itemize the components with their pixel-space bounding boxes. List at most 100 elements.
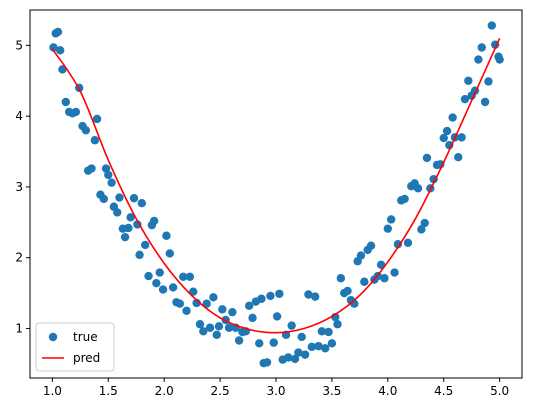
scatter-point	[383, 224, 393, 233]
scatter-point	[178, 272, 188, 281]
scatter-point	[90, 136, 100, 145]
scatter-point	[269, 338, 278, 347]
scatter-point	[205, 323, 215, 332]
scatter-point	[439, 133, 448, 143]
y-tick-label: 4	[15, 109, 23, 123]
scatter-point	[113, 208, 122, 217]
scatter-point	[284, 353, 293, 362]
scatter-point	[195, 320, 205, 329]
legend-label: pred	[73, 351, 100, 365]
scatter-point	[135, 250, 144, 260]
scatter-point	[480, 97, 490, 107]
scatter-point	[189, 287, 198, 296]
legend-label: true	[73, 330, 98, 344]
scatter-point	[460, 94, 470, 104]
scatter-point	[101, 164, 111, 173]
scatter-point	[356, 251, 366, 260]
scatter-point	[140, 240, 150, 250]
scatter-point	[477, 43, 486, 52]
scatter-point	[386, 215, 396, 224]
scatter-point	[262, 358, 272, 367]
scatter-point	[214, 322, 224, 331]
scatter-point	[55, 46, 65, 55]
scatter-point	[272, 312, 282, 321]
x-tick-label: 3.5	[322, 384, 341, 398]
scatter-point	[307, 342, 316, 352]
scatter-point	[71, 107, 81, 117]
y-axis: 1 2 3 4 5	[15, 38, 30, 335]
scatter-point	[417, 225, 426, 234]
scatter-point	[413, 184, 423, 193]
scatter-point	[107, 178, 116, 187]
y-tick-label: 2	[15, 251, 23, 265]
scatter-point	[248, 313, 257, 323]
scatter-point	[422, 153, 432, 163]
scatter-point	[442, 126, 452, 136]
scatter-point	[255, 339, 264, 348]
scatter-point	[464, 76, 473, 85]
scatter-point	[366, 241, 376, 250]
scatter-point	[218, 305, 227, 314]
scatter-point	[133, 220, 142, 229]
scatter-point	[343, 286, 352, 296]
scatter-point	[336, 274, 346, 283]
scatter-point	[212, 330, 221, 340]
plot-area	[49, 21, 504, 368]
scatter-point	[420, 218, 429, 228]
scatter-point	[403, 238, 413, 248]
y-tick-label: 5	[15, 38, 23, 52]
scatter-point	[202, 299, 211, 308]
pred-line	[51, 37, 501, 334]
scatter-point	[92, 114, 102, 124]
x-tick-label: 1.0	[43, 384, 62, 398]
scatter-point	[126, 213, 135, 222]
scatter-point	[448, 113, 457, 122]
scatter-point	[474, 55, 483, 64]
scatter-point	[314, 341, 323, 351]
y-tick-label: 1	[15, 321, 23, 335]
scatter-point	[192, 298, 201, 308]
scatter-point	[155, 268, 164, 277]
scatter-point	[380, 274, 389, 283]
scatter-point	[487, 21, 497, 30]
x-tick-label: 2.0	[155, 384, 174, 398]
scatter-point	[224, 323, 234, 332]
scatter-point	[495, 55, 504, 64]
scatter-point	[81, 126, 91, 135]
scatter-point	[209, 293, 218, 302]
scatter-point	[115, 193, 124, 202]
scatter-point	[266, 291, 275, 301]
scatter-point	[310, 292, 320, 301]
scatter-point	[199, 327, 208, 336]
x-tick-label: 3.0	[266, 384, 285, 398]
scatter-point	[104, 170, 113, 180]
scatter-point	[390, 268, 399, 277]
scatter-point	[120, 232, 130, 242]
scatter-point	[393, 240, 403, 249]
y-tick-label: 3	[15, 180, 23, 194]
scatter-point	[137, 199, 147, 208]
scatter-point	[321, 344, 330, 353]
x-tick-label: 1.5	[99, 384, 118, 398]
scatter-point	[294, 348, 303, 357]
scatter-point	[400, 194, 409, 204]
scatter-point	[297, 332, 306, 342]
scatter-point	[333, 320, 342, 329]
scatter-point	[484, 77, 493, 86]
x-tick-label: 4.5	[434, 384, 453, 398]
scatter-point	[244, 301, 254, 311]
scatter-point	[360, 277, 369, 286]
scatter-point	[87, 164, 96, 173]
scatter-point	[234, 336, 244, 345]
scatter-point	[454, 153, 463, 162]
scatter-point	[49, 43, 58, 52]
x-tick-label: 5.0	[490, 384, 509, 398]
scatter-point	[162, 231, 171, 240]
scatter-point	[165, 249, 174, 258]
scatter-point	[61, 97, 70, 107]
legend-marker-true	[48, 332, 58, 342]
scatter-point	[149, 216, 159, 226]
x-tick-label: 2.5	[211, 384, 230, 398]
scatter-point	[58, 65, 67, 74]
